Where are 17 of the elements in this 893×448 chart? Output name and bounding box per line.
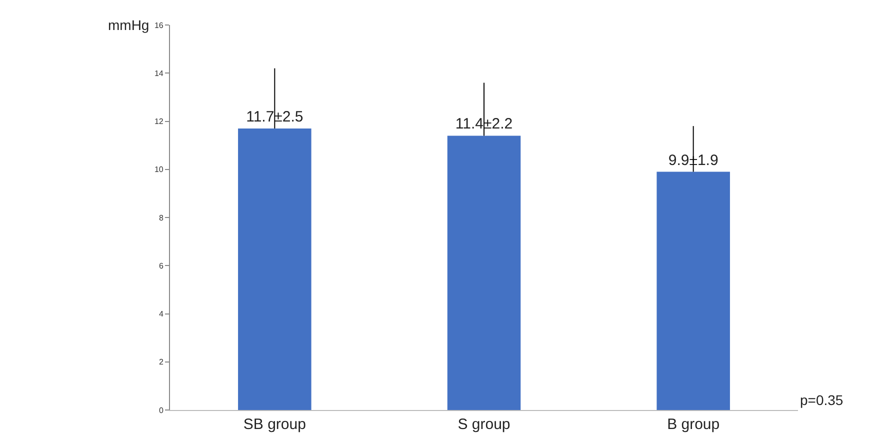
x-tick-label: B group — [667, 416, 720, 433]
y-tick-label: 10 — [154, 165, 164, 174]
x-tick-label: SB group — [243, 416, 306, 433]
bar — [447, 136, 521, 410]
y-tick-label: 6 — [158, 261, 164, 270]
y-tick-label: 14 — [154, 68, 164, 78]
text: p=0.35 — [800, 392, 844, 408]
y-tick-label: 2 — [158, 358, 164, 367]
y-tick-label: 16 — [154, 20, 164, 30]
y-tick-label: 4 — [158, 310, 164, 319]
y-tick-label: 12 — [154, 117, 164, 126]
bar — [238, 128, 312, 410]
y-tick-label: 0 — [158, 406, 164, 415]
y-tick-label: 8 — [158, 213, 164, 222]
y-axis-title: mmHg — [108, 17, 150, 33]
x-tick-label: S group — [458, 416, 510, 433]
bar — [656, 172, 730, 410]
